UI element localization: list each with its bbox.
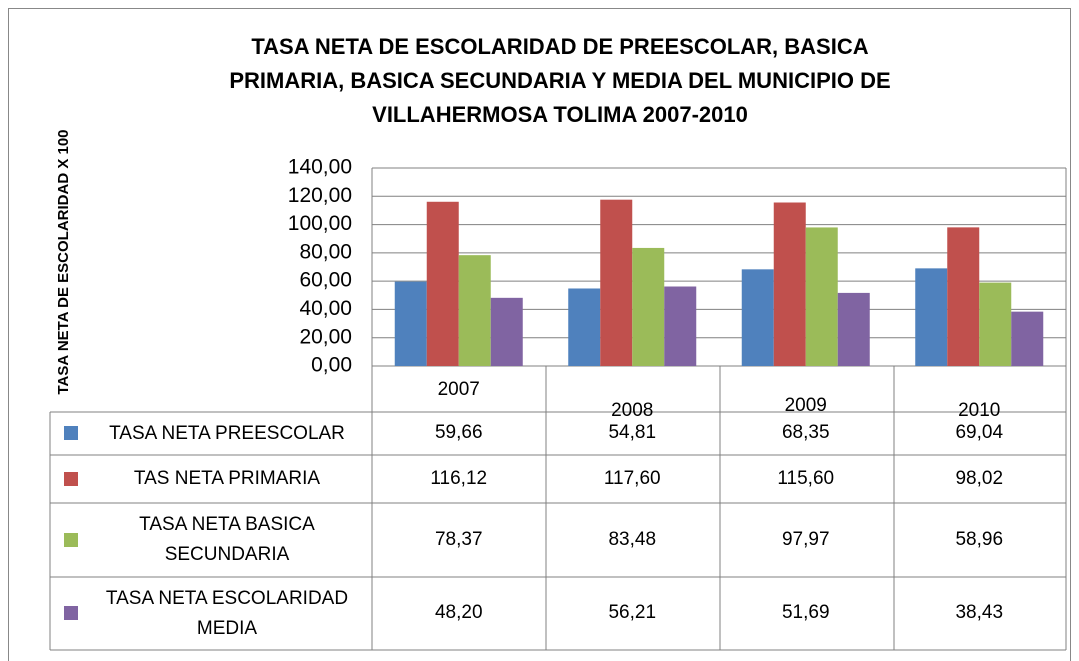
bar bbox=[664, 286, 697, 366]
bar bbox=[1011, 311, 1044, 366]
table-value: 117,60 bbox=[604, 468, 661, 489]
y-tick-label: 20,00 bbox=[299, 325, 352, 348]
y-tick-label: 0,00 bbox=[311, 354, 352, 377]
table-value: 69,04 bbox=[955, 422, 1003, 443]
legend-swatch bbox=[64, 533, 78, 547]
bar bbox=[568, 288, 601, 366]
table-value: 48,20 bbox=[435, 602, 483, 623]
table-value: 68,35 bbox=[782, 422, 830, 443]
legend-swatch bbox=[64, 472, 78, 486]
y-axis-title: TASA NETA DE ESCOLARIDAD X 100 bbox=[55, 129, 72, 394]
bar bbox=[426, 201, 459, 366]
y-tick-label: 140,00 bbox=[288, 156, 352, 179]
bar bbox=[600, 199, 633, 366]
table-value: 56,21 bbox=[608, 602, 656, 623]
table-value: 59,66 bbox=[435, 422, 483, 443]
table-value: 38,43 bbox=[955, 602, 1003, 623]
y-tick-label: 80,00 bbox=[299, 240, 352, 263]
bar bbox=[773, 202, 806, 366]
bar bbox=[741, 269, 774, 366]
chart-title: TASA NETA DE ESCOLARIDAD DE PREESCOLAR, … bbox=[229, 34, 891, 127]
legend-label: TASA NETA ESCOLARIDAD MEDIA bbox=[105, 587, 349, 639]
table-value: 78,37 bbox=[435, 529, 483, 550]
bar bbox=[979, 282, 1012, 366]
table-value: 115,60 bbox=[777, 468, 834, 489]
bar bbox=[490, 297, 523, 366]
bar bbox=[915, 268, 948, 366]
x-tick-label: 2010 bbox=[958, 400, 1000, 421]
table-value: 54,81 bbox=[608, 422, 656, 443]
legend-label: TASA NETA BASICA SECUNDARIA bbox=[139, 514, 315, 565]
x-tick-label: 2009 bbox=[785, 395, 827, 416]
bar bbox=[632, 247, 665, 366]
legend-swatch bbox=[64, 426, 78, 440]
chart-border bbox=[8, 8, 1071, 661]
x-tick-label: 2008 bbox=[611, 400, 653, 421]
legend-label: TAS NETA PRIMARIA bbox=[133, 468, 321, 489]
table-value: 58,96 bbox=[955, 529, 1003, 550]
y-tick-label: 120,00 bbox=[288, 184, 352, 207]
bar bbox=[458, 255, 491, 366]
y-tick-label: 100,00 bbox=[288, 212, 352, 235]
bar bbox=[947, 227, 980, 366]
legend-swatch bbox=[64, 606, 78, 620]
bar bbox=[805, 227, 838, 366]
bar bbox=[837, 292, 870, 366]
legend-label: TASA NETA PREESCOLAR bbox=[109, 422, 345, 444]
data-table-grid bbox=[49, 168, 1067, 651]
table-value: 97,97 bbox=[782, 529, 830, 550]
table-value: 83,48 bbox=[608, 529, 656, 550]
table-value: 116,12 bbox=[430, 468, 487, 489]
y-tick-label: 40,00 bbox=[299, 297, 352, 320]
table-value: 51,69 bbox=[782, 602, 830, 623]
table-value: 98,02 bbox=[955, 468, 1003, 489]
x-tick-label: 2007 bbox=[438, 379, 480, 400]
y-tick-label: 60,00 bbox=[299, 269, 352, 292]
bar bbox=[394, 281, 427, 366]
